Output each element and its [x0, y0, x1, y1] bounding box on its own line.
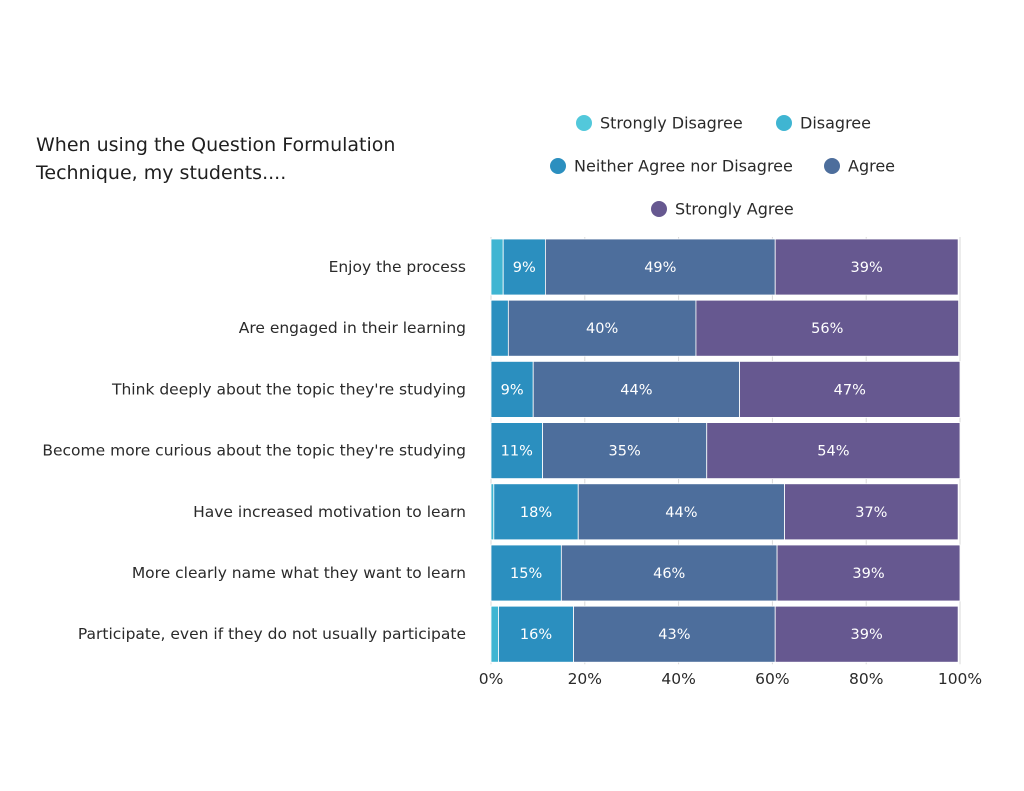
data-label: 35%	[609, 444, 641, 460]
legend-label: Agree	[848, 157, 895, 176]
legend-swatch	[550, 158, 566, 174]
bar-segment	[490, 483, 495, 541]
chart-bars: 9% 49% 39% 40% 56% 9% 44% 47% 11% 35% 54% 18% 44% 37%…	[490, 238, 961, 663]
data-label: 9%	[513, 260, 536, 276]
legend-item: Strongly Disagree	[576, 114, 743, 133]
data-label: 18%	[520, 505, 552, 521]
data-label: 44%	[620, 382, 652, 398]
bar-segment	[490, 360, 534, 418]
legend-swatch	[824, 158, 840, 174]
bar-segment	[490, 422, 543, 480]
bar-segment	[784, 483, 959, 541]
bar-segment	[774, 605, 959, 663]
data-label: 37%	[855, 505, 887, 521]
data-label: 46%	[653, 566, 685, 582]
data-label: 49%	[644, 260, 676, 276]
legend-swatch	[651, 201, 667, 217]
bar-segment	[502, 238, 546, 296]
bar-segment	[498, 605, 574, 663]
data-label: 39%	[852, 566, 884, 582]
x-axis-ticks: 0% 20% 40% 60% 80% 100%	[479, 670, 982, 688]
category-labels: Enjoy the process Are engaged in their le…	[42, 258, 466, 643]
x-tick-label: 40%	[661, 670, 695, 688]
bar-segment	[774, 238, 959, 296]
bar-segment	[490, 238, 504, 296]
data-label: 15%	[510, 566, 542, 582]
legend-item: Neither Agree nor Disagree	[550, 157, 793, 176]
bar-row: 9% 49% 39%	[490, 238, 959, 296]
bar-row: 16% 43% 39%	[490, 605, 959, 663]
bar-segment	[507, 299, 697, 357]
data-label: 11%	[501, 444, 533, 460]
bar-segment	[706, 422, 961, 480]
bar-segment	[490, 605, 499, 663]
legend-item: Agree	[824, 157, 895, 176]
data-label: 43%	[658, 627, 690, 643]
data-label: 47%	[834, 382, 866, 398]
bar-segment	[532, 360, 740, 418]
bar-row: 9% 44% 47%	[490, 360, 961, 418]
chart-title-line: When using the Question Formulation	[36, 134, 395, 156]
data-label: 40%	[586, 321, 618, 337]
data-label: 9%	[501, 382, 524, 398]
legend-label: Strongly Agree	[675, 200, 794, 219]
legend-label: Strongly Disagree	[600, 114, 743, 133]
data-label: 54%	[817, 444, 849, 460]
x-tick-label: 20%	[568, 670, 602, 688]
legend-swatch	[576, 115, 592, 131]
legend-item: Disagree	[776, 114, 871, 133]
bar-row: 15% 46% 39%	[490, 544, 961, 602]
data-label: 39%	[851, 260, 883, 276]
bar-segment	[776, 544, 961, 602]
x-tick-label: 80%	[849, 670, 883, 688]
chart-legend: Strongly Disagree Disagree Neither Agree n…	[550, 114, 895, 219]
legend-swatch	[776, 115, 792, 131]
x-tick-label: 60%	[755, 670, 789, 688]
bar-row: 11% 35% 54%	[490, 422, 961, 480]
data-label: 56%	[811, 321, 843, 337]
category-label: More clearly name what they want to lear…	[132, 564, 466, 582]
bar-segment	[695, 299, 959, 357]
data-label: 44%	[665, 505, 697, 521]
category-label: Are engaged in their learning	[239, 319, 466, 337]
bar-segment	[577, 483, 785, 541]
bar-segment	[739, 360, 961, 418]
legend-item: Strongly Agree	[651, 200, 794, 219]
bar-row: 18% 44% 37%	[490, 483, 959, 541]
x-tick-label: 0%	[479, 670, 504, 688]
legend-label: Disagree	[800, 114, 871, 133]
category-label: Have increased motivation to learn	[193, 503, 466, 521]
category-label: Become more curious about the topic they…	[42, 442, 466, 460]
bar-segment	[493, 483, 579, 541]
bar-segment	[490, 299, 509, 357]
category-label: Think deeply about the topic they're stu…	[111, 380, 466, 398]
data-label: 39%	[851, 627, 883, 643]
bar-row: 40% 56%	[490, 299, 959, 357]
x-tick-label: 100%	[938, 670, 982, 688]
legend-label: Neither Agree nor Disagree	[574, 157, 793, 176]
data-label: 16%	[520, 627, 552, 643]
category-label: Participate, even if they do not usually…	[78, 625, 466, 643]
category-label: Enjoy the process	[329, 258, 466, 276]
chart-title: When using the Question Formulation Techn…	[35, 134, 395, 184]
chart-title-line: Technique, my students....	[35, 162, 286, 184]
bar-segment	[542, 422, 708, 480]
